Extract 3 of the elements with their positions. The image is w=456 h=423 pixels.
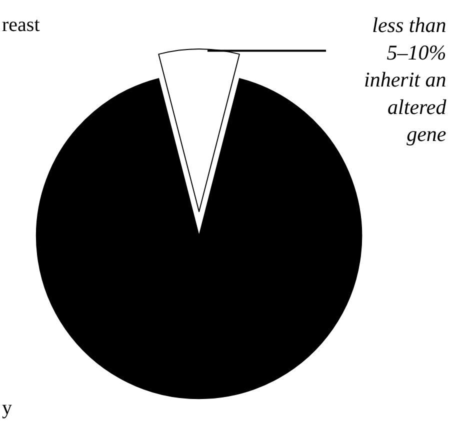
text: reast bbox=[2, 14, 40, 36]
text: less than 5–10% inherit an altered gene bbox=[364, 13, 447, 146]
text: y bbox=[2, 397, 12, 419]
